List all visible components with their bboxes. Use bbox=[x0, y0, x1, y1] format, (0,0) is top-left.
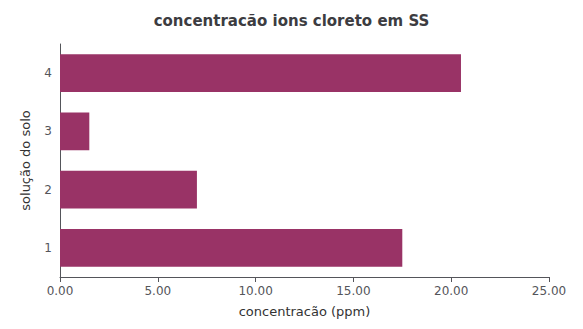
svg-text:3: 3 bbox=[44, 124, 52, 138]
svg-text:20.00: 20.00 bbox=[434, 284, 468, 298]
svg-text:15.00: 15.00 bbox=[336, 284, 370, 298]
svg-text:0.00: 0.00 bbox=[47, 284, 74, 298]
svg-text:4: 4 bbox=[44, 66, 52, 80]
svg-text:solução do solo: solução do solo bbox=[18, 110, 33, 210]
svg-text:concentracão (ppm): concentracão (ppm) bbox=[239, 304, 371, 319]
svg-text:2: 2 bbox=[44, 183, 52, 197]
svg-text:25.00: 25.00 bbox=[532, 284, 566, 298]
svg-text:1: 1 bbox=[44, 241, 52, 255]
svg-text:concentracão ions cloreto em S: concentracão ions cloreto em SS bbox=[154, 12, 430, 30]
svg-text:10.00: 10.00 bbox=[238, 284, 272, 298]
svg-text:5.00: 5.00 bbox=[144, 284, 171, 298]
